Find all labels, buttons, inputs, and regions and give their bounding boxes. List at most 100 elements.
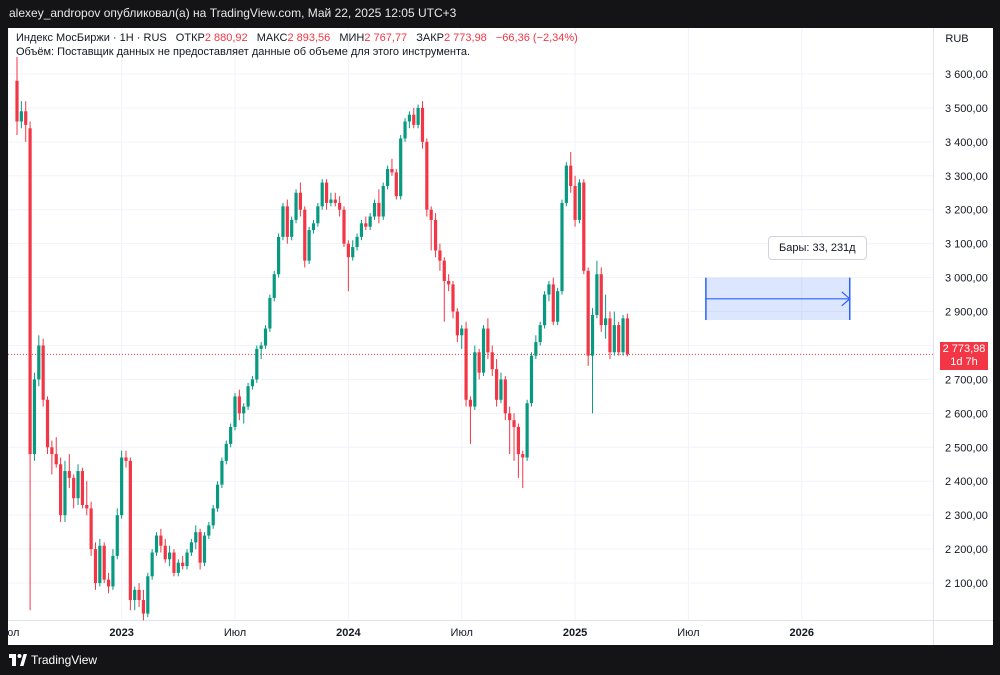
- candle-body: [455, 311, 459, 336]
- candle-body: [416, 107, 420, 125]
- candle: [447, 274, 451, 292]
- candle: [429, 206, 433, 251]
- candle: [403, 118, 407, 142]
- candle-body: [468, 399, 473, 407]
- candle-body: [342, 209, 346, 244]
- candle: [477, 348, 481, 380]
- candle: [551, 277, 555, 326]
- candle-body: [525, 403, 529, 458]
- x-tick-label: Июл: [8, 627, 19, 639]
- candle: [272, 270, 276, 302]
- candle-body: [516, 426, 520, 455]
- candle: [85, 481, 89, 516]
- candle-body: [37, 345, 41, 380]
- candle: [24, 101, 28, 142]
- candle-body: [106, 579, 111, 587]
- candle-body: [508, 413, 512, 421]
- currency-label[interactable]: RUB: [945, 33, 969, 45]
- y-tick-label: 3 100,00: [945, 239, 988, 251]
- candle: [320, 179, 324, 210]
- candle: [19, 101, 23, 129]
- candle-body: [604, 318, 608, 326]
- candle-body: [368, 216, 372, 227]
- candle: [54, 437, 58, 468]
- candle-body: [194, 532, 198, 543]
- candle-body: [67, 471, 71, 478]
- candle-body: [63, 471, 67, 516]
- candle: [277, 233, 281, 278]
- candle: [455, 308, 459, 343]
- candle-body: [307, 230, 311, 261]
- candle: [386, 165, 390, 190]
- candle-body: [172, 552, 176, 573]
- candle: [451, 281, 455, 319]
- candle: [185, 549, 189, 570]
- candle-body: [189, 542, 193, 553]
- candle: [372, 199, 377, 220]
- candlestick-chart[interactable]: 2 100,00 2 200,00 2 300,00 2 400,00 2 500,00…: [8, 28, 993, 645]
- candle-body: [181, 562, 185, 567]
- candle: [394, 169, 398, 200]
- chart-area[interactable]: 2 100,00 2 200,00 2 300,00 2 400,00 2 500,00…: [8, 28, 993, 645]
- candle: [106, 572, 111, 594]
- candle-body: [85, 505, 89, 509]
- y-tick-label: 2 300,00: [945, 510, 988, 522]
- low-value: 2 767,77: [364, 32, 408, 44]
- candle: [189, 538, 193, 556]
- candle-body: [442, 260, 446, 281]
- candle: [102, 542, 106, 584]
- candle: [481, 325, 486, 377]
- candle: [586, 267, 590, 366]
- candle-body: [625, 318, 629, 355]
- candle-body: [150, 552, 154, 577]
- candle-body: [124, 457, 128, 461]
- candle-body: [612, 325, 616, 353]
- volume-note: Объём: Поставщик данных не предоставляет…: [16, 46, 471, 58]
- candle: [390, 158, 394, 176]
- candle-body: [407, 114, 411, 122]
- candle: [412, 107, 416, 129]
- x-tick-label: Июл: [224, 627, 246, 639]
- candle-body: [163, 545, 167, 560]
- candle: [37, 335, 41, 387]
- tradingview-logo-icon: [9, 654, 27, 666]
- candle-body: [586, 270, 590, 356]
- tradingview-logo[interactable]: TradingView: [9, 653, 97, 667]
- candle-body: [229, 426, 233, 444]
- candle-body: [542, 294, 547, 326]
- candle: [76, 464, 80, 505]
- candle-body: [464, 328, 468, 400]
- candle: [45, 396, 50, 455]
- candle-body: [477, 352, 481, 373]
- candle: [224, 440, 228, 465]
- candle: [194, 525, 198, 550]
- candle: [595, 260, 599, 319]
- candle-body: [115, 515, 119, 556]
- candle: [159, 528, 163, 553]
- candle-body: [346, 243, 350, 258]
- candle: [115, 508, 119, 560]
- candle: [573, 175, 577, 227]
- y-tick-label: 2 400,00: [945, 476, 988, 488]
- candle: [259, 342, 263, 360]
- candle-body: [224, 443, 228, 461]
- candle-body: [621, 318, 625, 353]
- candle-body: [569, 165, 573, 186]
- candle: [28, 121, 32, 611]
- candle: [67, 454, 71, 489]
- candle-body: [451, 284, 455, 312]
- candle-body: [290, 219, 294, 237]
- candle-body: [460, 328, 464, 336]
- y-tick-label: 3 300,00: [945, 171, 988, 183]
- instrument-legend: Индекс МосБиржи · 1Н · RUS ОТКР2 880,92 …: [16, 31, 578, 45]
- candle-body: [599, 274, 603, 326]
- candle-body: [80, 471, 84, 505]
- change-value: −66,36 (−2,34%): [495, 32, 578, 44]
- candle-body: [556, 291, 560, 322]
- candle: [342, 206, 346, 248]
- candle: [621, 314, 625, 356]
- candle-body: [76, 471, 80, 499]
- candle: [263, 325, 268, 349]
- y-tick-label: 2 500,00: [945, 442, 988, 454]
- candle: [120, 450, 124, 519]
